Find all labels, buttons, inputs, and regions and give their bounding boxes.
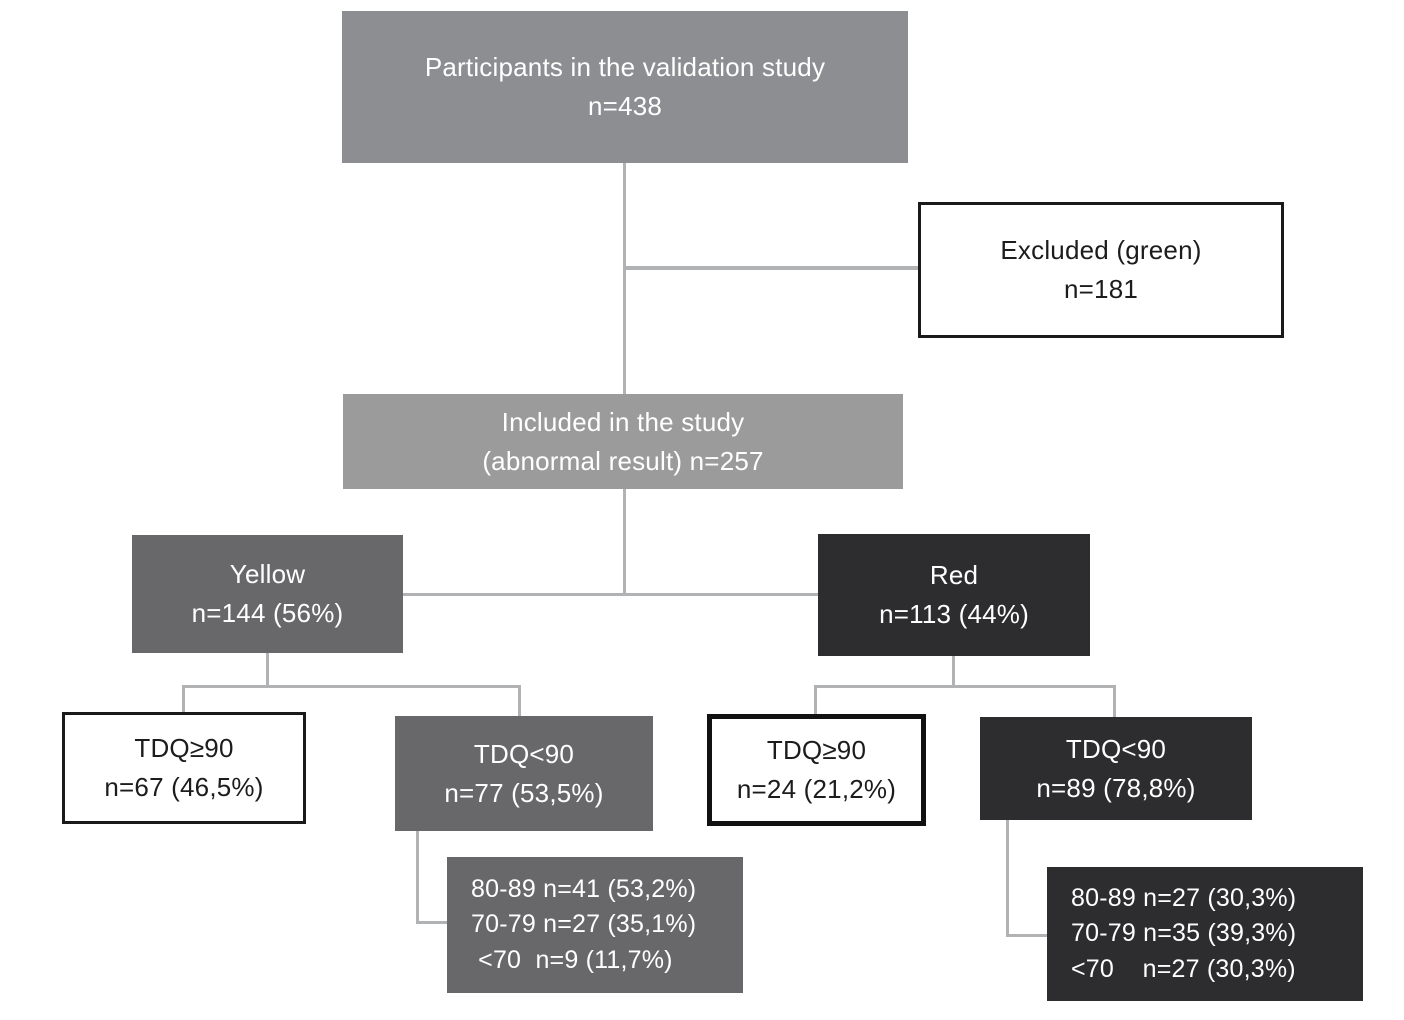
included-count: (abnormal result) n=257 <box>482 445 764 476</box>
participants-count: n=438 <box>587 91 663 121</box>
connector-yellow-elbow-horizontal <box>416 921 448 924</box>
yellow-tdq-ge90-count: n=67 (46,5%) <box>104 772 264 802</box>
connector-included-vertical <box>623 489 626 596</box>
connector-top-vertical <box>623 163 626 395</box>
red-title: Red <box>929 560 979 590</box>
red-tdq-lt90-count: n=89 (78,8%) <box>1036 772 1196 803</box>
box-included: Included in the study (abnormal result) … <box>343 394 903 489</box>
yellow-tdq-ge90-title: TDQ≥90 <box>134 733 234 763</box>
red-tdq-ge90-count: n=24 (21,2%) <box>736 774 897 804</box>
connector-yellow-stub-right <box>518 685 521 717</box>
box-yellow-breakdown: 80-89 n=41 (53,2%) 70-79 n=27 (35,1%) <7… <box>447 857 743 993</box>
yellow-breakdown-row-lt70: <70 n=9 (11,7%) <box>471 945 673 974</box>
red-breakdown-row-lt70: <70 n=27 (30,3%) <box>1071 954 1296 983</box>
connector-yellow-stub-left <box>182 685 185 714</box>
connector-red-stub-left <box>814 685 817 715</box>
participants-title: Participants in the validation study <box>424 52 826 82</box>
red-tdq-ge90-title: TDQ≥90 <box>766 735 867 765</box>
excluded-title: Excluded (green) <box>1000 235 1202 265</box>
red-breakdown-row-80-89: 80-89 n=27 (30,3%) <box>1071 883 1297 912</box>
connector-red-down <box>952 656 955 687</box>
connector-yellow-split-horizontal <box>182 685 521 688</box>
yellow-breakdown-row-70-79: 70-79 n=27 (35,1%) <box>471 910 697 939</box>
box-red-tdq-ge90: TDQ≥90 n=24 (21,2%) <box>707 714 926 826</box>
yellow-count: n=144 (56%) <box>191 598 344 628</box>
box-red: Red n=113 (44%) <box>818 534 1090 656</box>
connector-yellow-elbow-vertical <box>416 831 419 924</box>
box-red-breakdown: 80-89 n=27 (30,3%) 70-79 n=35 (39,3%) <7… <box>1047 867 1363 1001</box>
box-red-tdq-lt90: TDQ<90 n=89 (78,8%) <box>980 717 1252 820</box>
box-yellow: Yellow n=144 (56%) <box>132 535 403 653</box>
box-yellow-tdq-lt90: TDQ<90 n=77 (53,5%) <box>395 716 653 831</box>
red-count: n=113 (44%) <box>879 599 1029 629</box>
red-breakdown-row-70-79: 70-79 n=35 (39,3%) <box>1071 919 1297 948</box>
included-title: Included in the study <box>501 406 745 437</box>
connector-red-split-horizontal <box>814 685 1116 688</box>
connector-red-elbow-vertical <box>1006 820 1009 937</box>
red-tdq-lt90-title: TDQ<90 <box>1065 733 1167 764</box>
box-participants: Participants in the validation study n=4… <box>342 11 908 163</box>
connector-red-stub-right <box>1113 685 1116 718</box>
yellow-title: Yellow <box>229 559 306 589</box>
connector-yellow-red-horizontal <box>403 593 819 596</box>
excluded-count: n=181 <box>1063 274 1139 304</box>
box-yellow-tdq-ge90: TDQ≥90 n=67 (46,5%) <box>62 712 306 824</box>
box-excluded: Excluded (green) n=181 <box>918 202 1284 338</box>
yellow-tdq-lt90-title: TDQ<90 <box>473 738 575 769</box>
connector-yellow-down <box>266 652 269 687</box>
yellow-tdq-lt90-count: n=77 (53,5%) <box>444 777 604 808</box>
yellow-breakdown-row-80-89: 80-89 n=41 (53,2%) <box>471 874 697 903</box>
connector-excluded-horizontal <box>623 266 918 270</box>
connector-red-elbow-horizontal <box>1006 934 1048 937</box>
